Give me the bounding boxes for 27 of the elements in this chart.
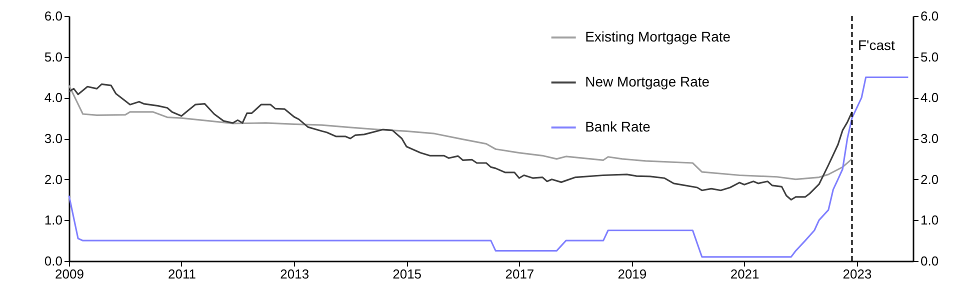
y-tick-label: 1.0 <box>44 212 62 228</box>
y2-tick-label: 2.0 <box>920 172 939 187</box>
legend-label: Bank Rate <box>585 118 651 134</box>
x-tick-label: 2015 <box>392 266 422 282</box>
y2-tick-label: 6.0 <box>920 8 939 24</box>
x-tick-label: 2021 <box>730 266 760 282</box>
x-tick-label: 2019 <box>618 266 647 282</box>
x-tick-label: 2013 <box>280 266 310 282</box>
x-tick-label: 2023 <box>842 266 872 282</box>
legend-label: New Mortgage Rate <box>585 74 710 90</box>
y-tick-label: 4.0 <box>44 90 62 106</box>
ref-line-label: F'cast <box>858 37 895 53</box>
x-tick-label: 2017 <box>505 266 534 282</box>
x-tick-label: 2011 <box>168 266 196 282</box>
y2-tick-label: 0.0 <box>920 254 939 268</box>
y-tick-label: 6.0 <box>44 8 62 24</box>
y2-tick-label: 4.0 <box>920 90 939 106</box>
legend-label: Existing Mortgage Rate <box>585 28 731 44</box>
y-tick-label: 2.0 <box>44 172 62 187</box>
y2-tick-label: 1.0 <box>920 212 939 228</box>
y-tick-label: 0.0 <box>44 254 62 268</box>
y-tick-label: 5.0 <box>44 49 62 64</box>
y-tick-label: 3.0 <box>44 131 62 146</box>
line-series <box>68 76 910 258</box>
y2-tick-label: 5.0 <box>920 49 939 64</box>
x-tick-label: 2009 <box>55 266 84 282</box>
y2-tick-label: 3.0 <box>920 131 939 146</box>
